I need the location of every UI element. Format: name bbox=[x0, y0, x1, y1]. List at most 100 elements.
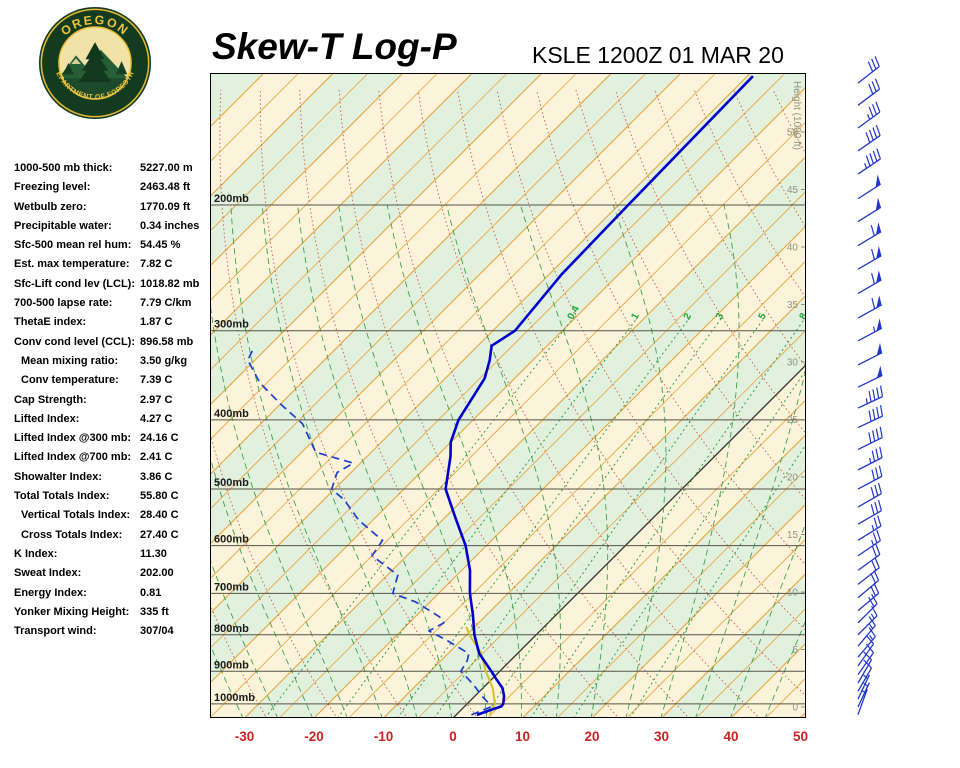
wind-barb bbox=[857, 148, 881, 175]
stat-value: 0.81 bbox=[140, 586, 162, 599]
stat-value: 202.00 bbox=[140, 567, 174, 580]
chart-frame bbox=[210, 73, 806, 718]
station-time-label: KSLE 1200Z 01 MAR 20 bbox=[532, 42, 784, 68]
pressure-label: 500mb bbox=[214, 477, 249, 489]
wind-barb bbox=[857, 544, 881, 571]
wind-barb bbox=[857, 197, 882, 223]
height-label: 30 bbox=[787, 358, 799, 369]
height-label: 5 bbox=[792, 645, 798, 656]
height-label: 45 bbox=[787, 185, 799, 196]
stat-value: 54.45 % bbox=[140, 239, 181, 252]
wind-barb bbox=[857, 174, 881, 200]
stat-label: 1000-500 mb thick: bbox=[14, 162, 113, 174]
pressure-label: 600mb bbox=[214, 534, 249, 546]
stat-value: 55.80 C bbox=[140, 490, 179, 503]
stat-label: Conv cond level (CCL): bbox=[14, 335, 136, 348]
stat-value: 28.40 C bbox=[140, 509, 179, 522]
wind-barb bbox=[857, 426, 883, 451]
wind-barb bbox=[857, 583, 880, 612]
stat-value: 307/04 bbox=[140, 625, 174, 638]
temp-axis-label: -20 bbox=[304, 729, 324, 744]
mixing-ratio-lines bbox=[264, 316, 806, 718]
stat-label: Sfc-500 mean rel hum: bbox=[14, 239, 132, 252]
wind-barb-column bbox=[857, 56, 884, 715]
stat-value: 7.79 C/km bbox=[140, 297, 192, 310]
stat-label: Total Totals Index: bbox=[14, 490, 110, 503]
height-axis-title: Height (1000 ft) bbox=[791, 81, 802, 150]
pressure-label: 400mb bbox=[214, 408, 249, 420]
wind-barb bbox=[857, 101, 881, 129]
wind-barb bbox=[857, 365, 883, 388]
dry-adiabats bbox=[210, 89, 806, 718]
stat-label: Sfc-Lift cond lev (LCL): bbox=[14, 277, 135, 290]
wind-barb bbox=[857, 385, 884, 409]
zero-isotherm bbox=[452, 364, 806, 718]
wind-barb bbox=[857, 78, 881, 106]
stat-label: Energy Index: bbox=[14, 586, 87, 599]
wind-barb bbox=[857, 405, 884, 429]
dewpoint-trace bbox=[246, 346, 492, 716]
stat-value: 4.27 C bbox=[140, 412, 173, 425]
stat-row: Sweat Index: 202.00 bbox=[14, 564, 214, 583]
temp-axis-label: 50 bbox=[792, 729, 809, 744]
wind-barb bbox=[857, 446, 883, 471]
wind-barb bbox=[857, 499, 882, 525]
stat-label: Showalter Index: bbox=[14, 470, 103, 483]
stat-row: Showalter Index: 3.86 C bbox=[14, 468, 214, 487]
height-label: 35 bbox=[787, 300, 799, 311]
stat-row: Est. max temperature: 7.82 C bbox=[14, 255, 214, 274]
stat-row: Sfc-500 mean rel hum: 54.45 % bbox=[14, 236, 214, 255]
stat-label: Sweat Index: bbox=[14, 567, 82, 580]
pressure-labels: 200mb 300mb 400mb 500mb 600mb 700mb 800mb 900mb… bbox=[214, 193, 255, 704]
pressure-label: 700mb bbox=[214, 581, 249, 593]
wind-barb bbox=[857, 124, 881, 152]
temp-axis-label: 0 bbox=[449, 729, 457, 744]
stat-row: Cross Totals Index: 27.40 C bbox=[14, 526, 214, 545]
stat-row: 700-500 lapse rate: 7.79 C/km bbox=[14, 294, 214, 313]
isotherm-lines bbox=[210, 73, 806, 718]
mixing-ratio-label: 3 bbox=[714, 311, 727, 321]
stat-row: Yonker Mixing Height: 335 ft bbox=[14, 603, 214, 622]
stat-label: Lifted Index: bbox=[14, 412, 80, 425]
stat-value: 24.16 C bbox=[140, 432, 179, 445]
stat-value: 3.86 C bbox=[140, 470, 173, 483]
wind-barb bbox=[857, 465, 883, 490]
stat-value: 3.50 g/kg bbox=[140, 354, 188, 367]
temp-axis-label: 10 bbox=[514, 729, 531, 744]
odf-logo: OREGON DEPARTMENT OF FORESTRY bbox=[38, 6, 152, 120]
wind-barb bbox=[857, 342, 883, 366]
stat-label: Wetbulb zero: bbox=[14, 200, 87, 213]
stat-value: 2.41 C bbox=[140, 451, 173, 464]
stat-row: Lifted Index @700 mb: 2.41 C bbox=[14, 448, 214, 467]
wind-barb bbox=[857, 295, 882, 319]
stat-value: 0.34 inches bbox=[140, 219, 200, 232]
stat-row: ThetaE index: 1.87 C bbox=[14, 313, 214, 332]
wind-barb bbox=[857, 530, 881, 557]
stat-row: Precipitable water: 0.34 inches bbox=[14, 217, 214, 236]
height-label: 50 bbox=[787, 128, 799, 139]
temperature-axis: -30 -20 -10 0 10 20 30 40 50 bbox=[210, 729, 820, 749]
temp-axis-label: 40 bbox=[723, 729, 739, 744]
temp-axis-label: 20 bbox=[584, 729, 600, 744]
wind-barb bbox=[857, 651, 873, 684]
stat-row: Sfc-Lift cond lev (LCL): 1018.82 mb bbox=[14, 275, 214, 294]
height-label: 15 bbox=[787, 530, 799, 541]
stat-value: 5227.00 m bbox=[140, 162, 193, 174]
parcel-trace bbox=[465, 626, 496, 716]
height-label: 40 bbox=[787, 243, 799, 254]
wind-barb bbox=[857, 482, 882, 508]
stat-value: 335 ft bbox=[140, 605, 169, 618]
wind-barb bbox=[857, 688, 868, 715]
stat-row: Freezing level: 2463.48 ft bbox=[14, 178, 214, 197]
pressure-label: 900mb bbox=[214, 659, 249, 671]
stat-label: K Index: bbox=[14, 547, 58, 560]
temperature-trace bbox=[444, 75, 754, 717]
stat-row: Conv temperature: 7.39 C bbox=[14, 371, 214, 390]
stat-label: Transport wind: bbox=[14, 625, 97, 638]
height-label: 20 bbox=[787, 473, 799, 484]
pressure-label: 800mb bbox=[214, 623, 249, 635]
wind-barb bbox=[857, 222, 882, 247]
wind-barb bbox=[857, 557, 880, 585]
stat-label: Lifted Index @700 mb: bbox=[14, 451, 132, 464]
